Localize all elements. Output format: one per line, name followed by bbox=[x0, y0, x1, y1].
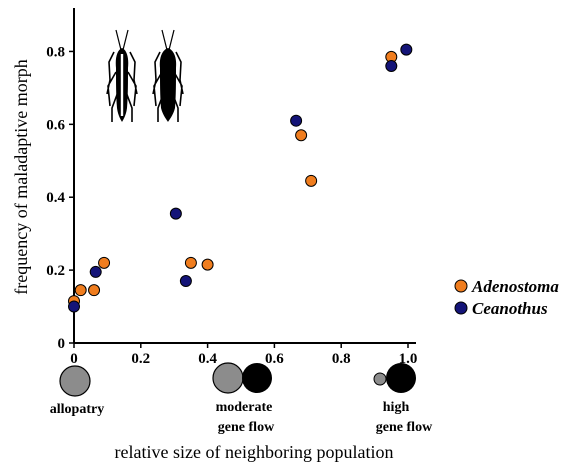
data-point-ceanothus bbox=[68, 300, 80, 313]
data-point-adenostoma bbox=[88, 284, 101, 297]
x-tick-label: 0.4 bbox=[198, 351, 217, 367]
scenario-label-moderate: moderate bbox=[216, 400, 273, 415]
scenario-label-high: high bbox=[383, 400, 410, 415]
y-tick-label: 0.8 bbox=[46, 44, 65, 60]
striped-stick-insect-icon bbox=[106, 29, 138, 122]
scenario-allopatry: allopatry bbox=[50, 365, 104, 417]
legend-marker-ceanothus bbox=[454, 301, 468, 315]
data-point-adenostoma bbox=[295, 129, 308, 142]
data-point-ceanothus bbox=[290, 114, 303, 127]
data-point-ceanothus bbox=[385, 60, 398, 73]
population-circle-gray-small bbox=[373, 372, 387, 386]
data-point-ceanothus bbox=[89, 265, 102, 278]
x-ticks: 0 0.2 0.4 0.6 0.8 1.0 bbox=[70, 343, 417, 367]
data-point-adenostoma bbox=[98, 256, 111, 269]
scenario-high-gene-flow: high gene flow bbox=[373, 363, 433, 435]
y-axis-label: frequency of maladaptive morph bbox=[11, 59, 31, 294]
legend-label-adenostoma: Adenostoma bbox=[471, 277, 559, 296]
y-tick-label: 0.6 bbox=[46, 117, 65, 133]
x-tick-label: 0.8 bbox=[332, 351, 351, 367]
population-circle-black bbox=[242, 363, 272, 393]
y-tick-label: 0 bbox=[58, 336, 66, 352]
scenario-label-allopatry: allopatry bbox=[50, 402, 104, 417]
legend: Adenostoma Ceanothus bbox=[454, 277, 559, 318]
x-tick-label: 0.6 bbox=[265, 351, 284, 367]
scenario-moderate-gene-flow: moderate gene flow bbox=[212, 362, 275, 435]
data-point-ceanothus bbox=[400, 43, 413, 56]
x-axis-label: relative size of neighboring population bbox=[115, 442, 394, 462]
population-circle-gray bbox=[59, 365, 91, 397]
x-tick-label: 0.2 bbox=[131, 351, 150, 367]
population-circle-gray bbox=[212, 362, 244, 394]
data-point-ceanothus bbox=[169, 207, 182, 220]
unstriped-stick-insect-icon bbox=[152, 29, 184, 122]
population-circle-black bbox=[386, 363, 416, 393]
scenario-label-moderate-line2: gene flow bbox=[218, 420, 275, 435]
legend-marker-adenostoma bbox=[454, 279, 468, 293]
y-tick-label: 0.2 bbox=[46, 263, 65, 279]
scenario-label-high-line2: gene flow bbox=[376, 420, 433, 435]
data-point-adenostoma bbox=[74, 284, 87, 297]
data-point-adenostoma bbox=[184, 256, 197, 269]
x-tick-label: 0 bbox=[70, 351, 78, 367]
data-point-adenostoma bbox=[201, 258, 214, 271]
legend-label-ceanothus: Ceanothus bbox=[472, 299, 548, 318]
y-ticks: 0 0.2 0.4 0.6 0.8 bbox=[46, 44, 74, 352]
data-points bbox=[68, 43, 413, 313]
y-tick-label: 0.4 bbox=[46, 190, 65, 206]
x-tick-label: 1.0 bbox=[399, 351, 418, 367]
data-point-ceanothus bbox=[179, 275, 192, 288]
plot-area: 0 0.2 0.4 0.6 0.8 1.0 0 0.2 0.4 0.6 0.8 bbox=[46, 8, 417, 367]
data-point-adenostoma bbox=[305, 174, 318, 187]
